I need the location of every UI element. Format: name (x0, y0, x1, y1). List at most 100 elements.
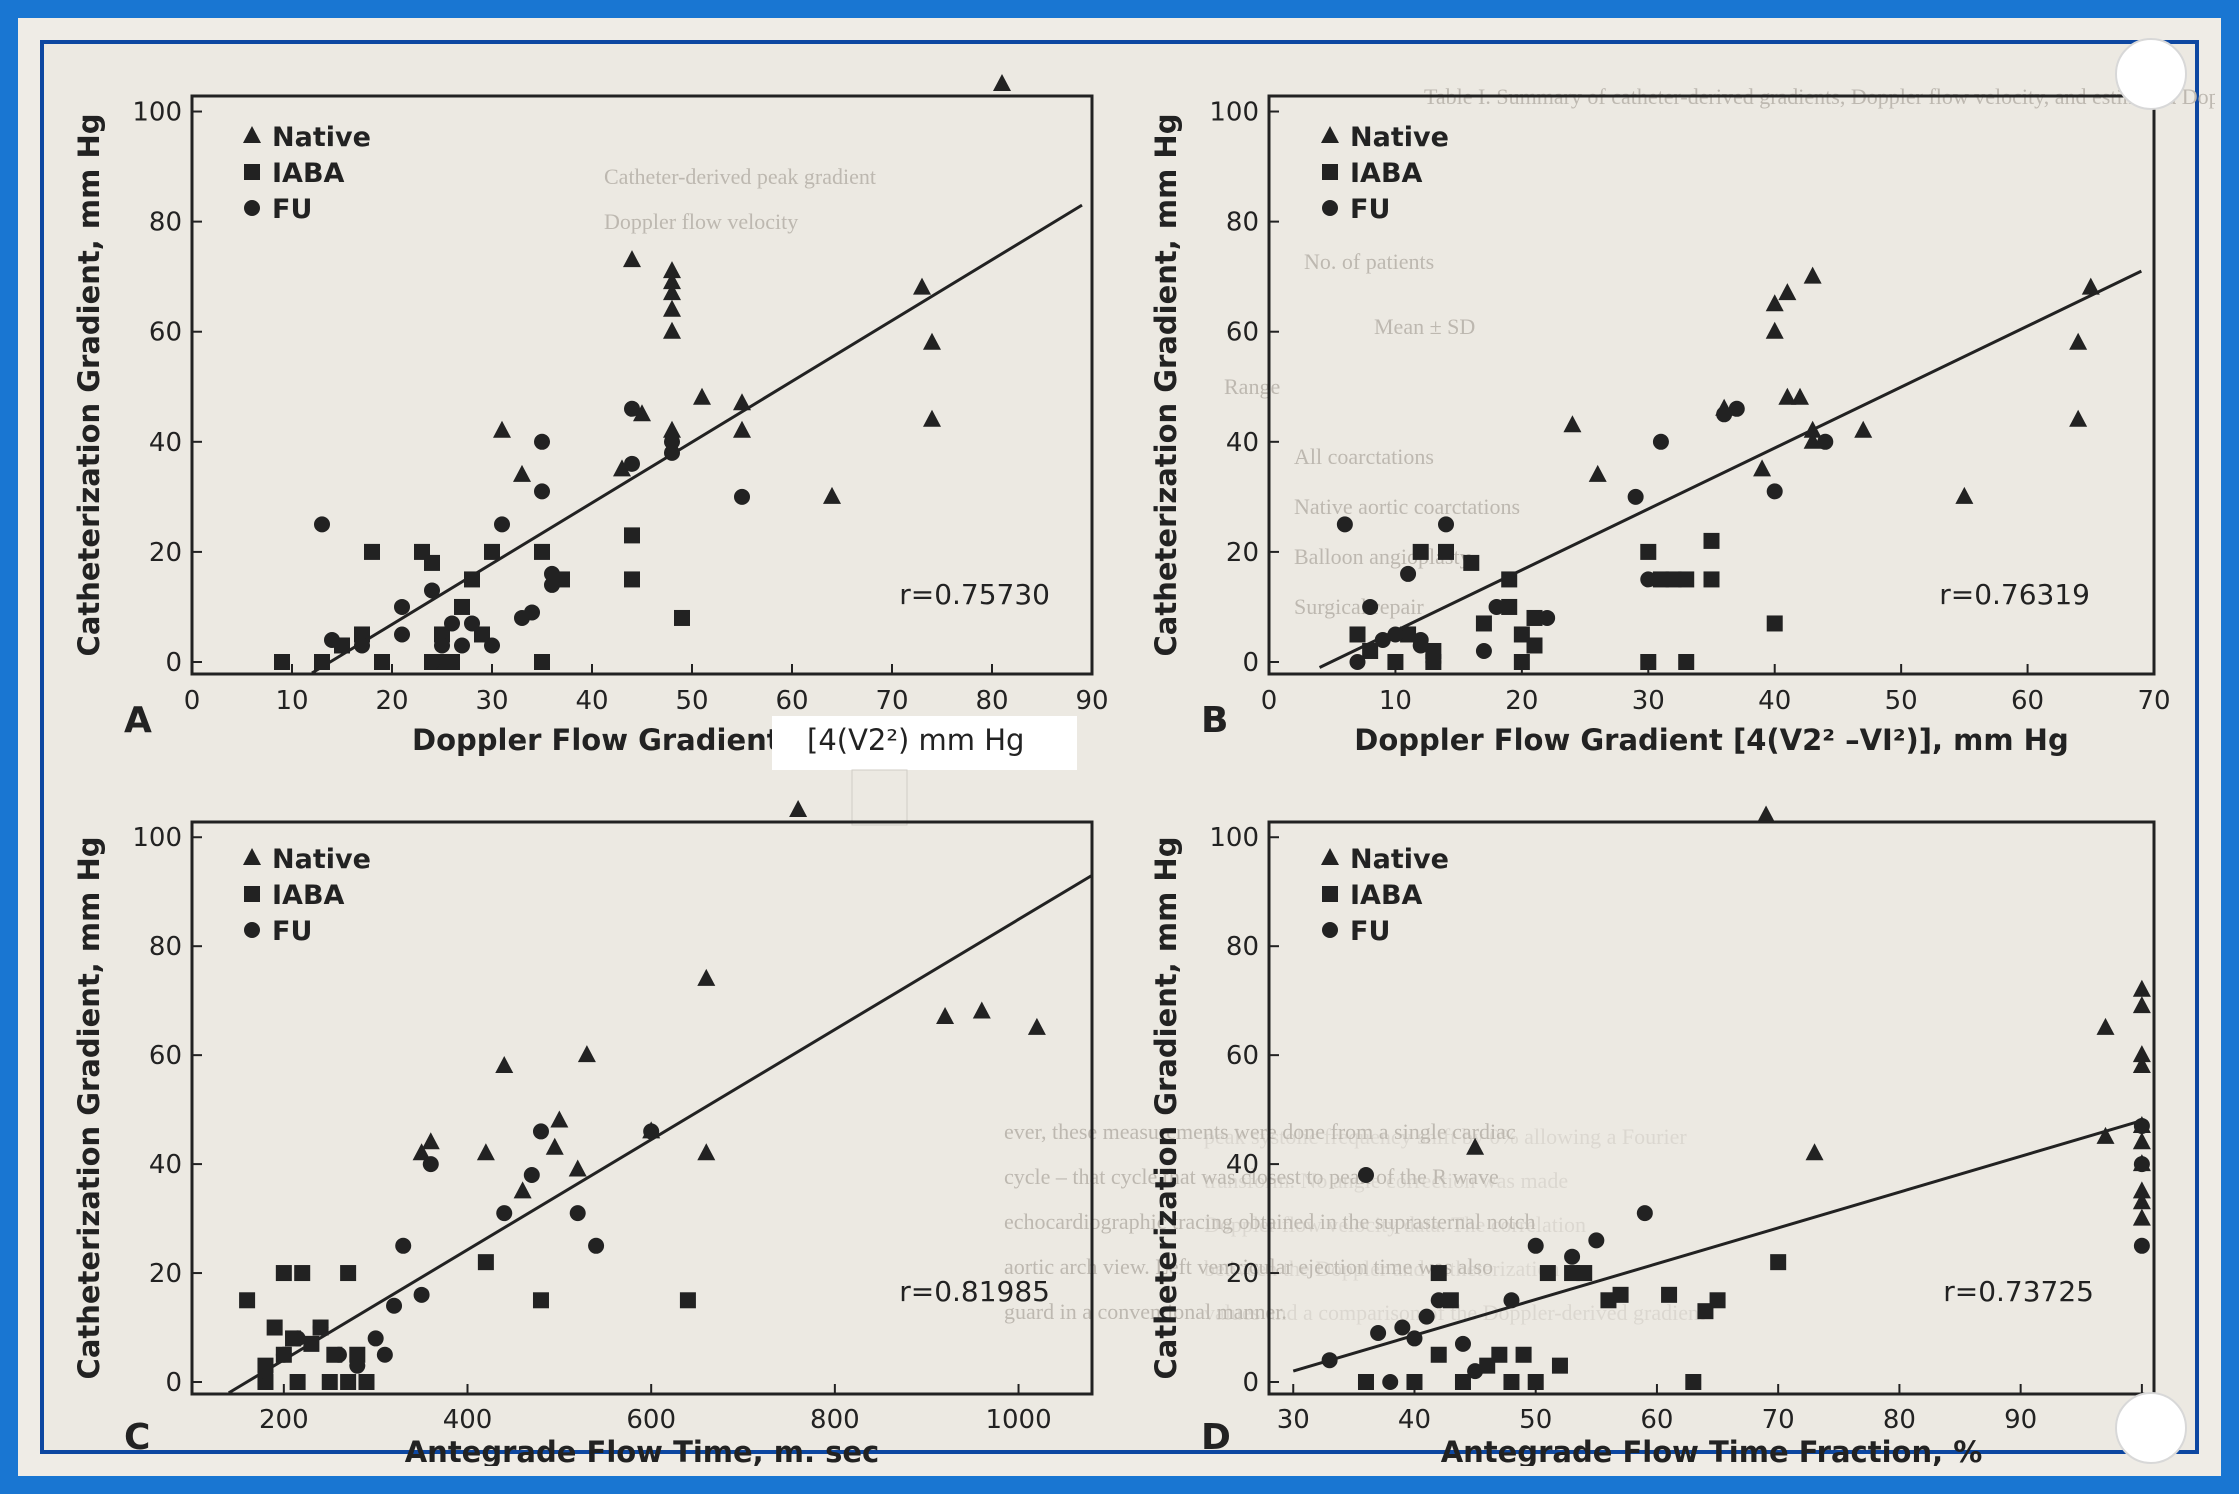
data-point-iaba (1564, 1265, 1581, 1282)
data-point-native (913, 277, 931, 295)
panel-letter: D (1201, 1417, 1231, 1458)
data-point-iaba (434, 626, 450, 643)
data-point-native (1791, 387, 1809, 405)
data-point-fu (544, 576, 560, 593)
legend-marker-fu (1322, 922, 1338, 938)
x-axis-label: Antegrade Flow Time Fraction, % (1441, 1435, 1983, 1466)
data-point-fu (349, 1357, 366, 1374)
data-point-iaba (1491, 1346, 1508, 1363)
y-tick-label: 60 (149, 318, 182, 348)
y-tick-label: 100 (132, 823, 182, 853)
data-point-native (663, 261, 681, 279)
y-tick-label: 20 (149, 1259, 182, 1289)
data-point-iaba (624, 571, 640, 588)
legend-label: Native (1350, 844, 1449, 875)
data-point-native (2069, 409, 2088, 427)
data-point-iaba (534, 543, 550, 560)
data-point-native (697, 1143, 716, 1161)
legend-marker-fu (244, 200, 260, 216)
x-tick-label: 50 (1519, 1405, 1552, 1435)
data-point-iaba (239, 1292, 256, 1309)
data-point-native (495, 1056, 514, 1074)
y-tick-label: 0 (165, 648, 182, 678)
data-point-fu (1336, 516, 1353, 533)
data-point-iaba (624, 527, 640, 544)
legend-label: IABA (272, 158, 345, 189)
legend-label: IABA (1350, 880, 1423, 911)
x-axis-label: Doppler Flow Gradient [4(V2² –VI²)], mm … (1354, 723, 2068, 757)
data-point-native (2132, 1192, 2151, 1210)
background-text-line: Doppler flow velocity data. The correlat… (1204, 1212, 1586, 1237)
data-point-fu (1588, 1232, 1605, 1249)
data-point-iaba (1454, 1374, 1471, 1390)
data-point-native (2081, 277, 2100, 295)
data-point-native (697, 968, 716, 986)
data-point-iaba (1412, 543, 1429, 560)
data-point-iaba (1640, 543, 1657, 560)
data-point-native (2132, 1181, 2151, 1199)
regression-line (1292, 1119, 2143, 1373)
data-point-fu (454, 637, 470, 654)
data-point-iaba (474, 626, 490, 643)
regression-line (227, 874, 1093, 1395)
y-axis-label: Catheterization Gradient, mm Hg (1149, 837, 1183, 1380)
x-tick-label: 1000 (985, 1405, 1051, 1435)
legend-label: FU (1350, 916, 1390, 947)
data-point-iaba (1652, 571, 1669, 588)
data-point-fu (1503, 1292, 1520, 1309)
panel-letter: C (124, 1417, 150, 1458)
data-point-iaba (1463, 554, 1480, 571)
x-tick-label: 30 (475, 686, 508, 716)
data-point-iaba (266, 1319, 283, 1336)
background-text-line: ever, these measurements were done from … (1004, 1119, 1516, 1144)
data-point-fu (324, 631, 340, 648)
data-point-fu (734, 488, 750, 505)
data-point-native (412, 1143, 431, 1161)
data-point-native (2132, 996, 2151, 1014)
background-text-line: aortic arch view. Left ventricular eject… (1004, 1254, 1493, 1279)
background-text-line: Doppler flow velocity (604, 209, 798, 234)
data-point-fu (1430, 1292, 1447, 1309)
data-point-native (663, 321, 681, 339)
data-point-iaba (1513, 654, 1530, 670)
figure-canvas: Table I. Summary of catheter-derived gra… (72, 74, 2215, 1466)
background-text-line: transform. No angle correction was made (1204, 1168, 1568, 1193)
y-tick-label: 80 (1226, 208, 1259, 238)
data-point-iaba (1685, 1374, 1702, 1390)
label-patch (772, 716, 1077, 770)
data-point-native (2096, 1126, 2115, 1144)
background-text-line: between the Doppler and catheterization (1204, 1256, 1560, 1281)
data-point-fu (413, 1286, 430, 1303)
data-point-fu (2133, 1237, 2150, 1254)
data-point-fu (524, 604, 540, 621)
x-tick-label: 80 (1883, 1405, 1916, 1435)
data-point-iaba (454, 598, 470, 615)
data-point-iaba (1661, 1286, 1678, 1303)
legend-marker-native (1321, 848, 1339, 865)
x-tick-label: 40 (575, 686, 608, 716)
x-axis-label: Antegrade Flow Time, m. sec (405, 1435, 880, 1466)
data-point-iaba (679, 1292, 696, 1309)
data-point-native (1803, 431, 1822, 449)
data-point-native (1854, 420, 1873, 438)
data-point-iaba (1526, 637, 1543, 654)
data-point-iaba (340, 1265, 357, 1282)
y-tick-label: 40 (149, 1150, 182, 1180)
data-point-native (1027, 1017, 1046, 1035)
data-point-iaba (294, 1265, 311, 1282)
data-point-native (1778, 387, 1797, 405)
x-tick-label: 90 (1075, 686, 1108, 716)
data-point-native (2132, 1056, 2151, 1074)
regression-line (1318, 269, 2143, 669)
correlation-label: r=0.76319 (1939, 578, 2090, 611)
data-point-fu (1382, 1374, 1399, 1390)
label-patch-outline (851, 769, 908, 826)
data-point-iaba (1640, 654, 1657, 670)
legend-label: Native (272, 122, 371, 153)
data-point-fu (1394, 1319, 1411, 1336)
data-point-native (823, 486, 841, 504)
data-point-iaba (1387, 654, 1404, 670)
data-point-iaba (464, 571, 480, 588)
data-point-fu (624, 400, 640, 417)
data-point-fu (424, 654, 440, 670)
